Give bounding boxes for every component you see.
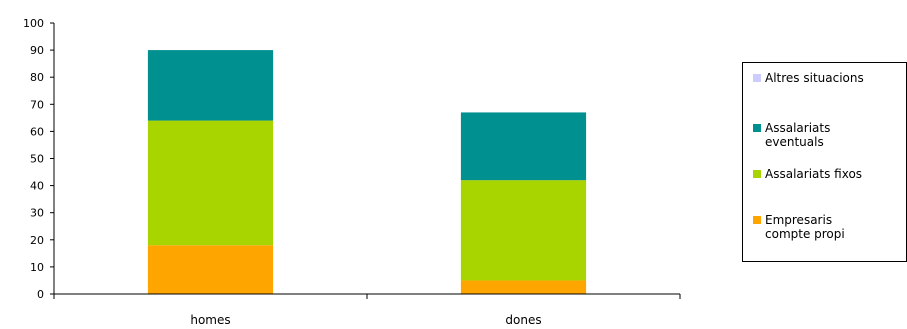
legend-item-assalariats-fixos: Assalariats fixos [753, 167, 862, 181]
bar-segment [460, 280, 587, 294]
x-category-label: dones [505, 313, 541, 327]
legend-item-altres-situacions: Altres situacions [753, 71, 864, 85]
legend-item-assalariats-eventuals: Assalariats eventuals [753, 121, 830, 149]
legend-item-empresaris-compte-propi: Empresaris compte propi [753, 213, 845, 241]
bar-segment [147, 120, 274, 246]
y-tick-label: 80 [30, 71, 44, 84]
stacked-bar-chart: 0 10 20 30 40 50 60 70 80 90 100 homes dones [23, 17, 681, 327]
bar-segment [460, 112, 587, 181]
legend-label: Assalariats eventuals [765, 121, 831, 149]
bars [147, 50, 587, 294]
y-tick-label: 60 [30, 125, 44, 138]
y-tick-label: 100 [23, 17, 44, 30]
bar-segment [460, 180, 587, 281]
y-axis: 0 10 20 30 40 50 60 70 80 90 100 [23, 17, 55, 301]
x-category-label: homes [190, 313, 230, 327]
bar-segment [147, 245, 274, 294]
legend-label: Altres situacions [765, 71, 864, 85]
legend-swatch [753, 124, 761, 132]
legend-swatch [753, 74, 761, 82]
legend-label: Empresaris compte propi [765, 213, 845, 241]
legend-label: Assalariats fixos [765, 167, 863, 181]
legend-swatch [753, 216, 761, 224]
y-tick-label: 30 [30, 207, 44, 220]
bar-segment [147, 50, 274, 121]
y-tick-label: 0 [37, 288, 44, 301]
y-tick-label: 40 [30, 180, 44, 193]
y-tick-label: 20 [30, 234, 44, 247]
y-tick-label: 10 [30, 261, 44, 274]
x-axis: homes dones [53, 293, 681, 327]
y-tick-label: 70 [30, 98, 44, 111]
y-tick-label: 90 [30, 44, 44, 57]
legend-swatch [753, 170, 761, 178]
y-tick-label: 50 [30, 153, 44, 166]
legend: Altres situacions Assalariats eventuals … [742, 62, 907, 262]
